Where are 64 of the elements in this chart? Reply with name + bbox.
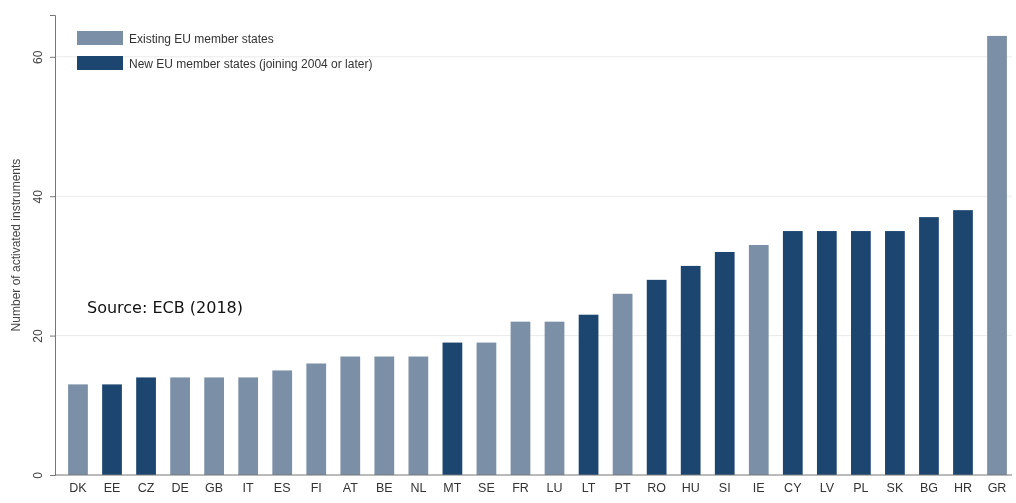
y-tick-label: 40: [30, 189, 45, 204]
x-tick-label: SI: [718, 480, 731, 495]
bar: [851, 231, 871, 475]
bar: [885, 231, 905, 475]
y-tick-label: 0: [30, 471, 45, 479]
x-tick-label: SK: [886, 480, 904, 495]
bar: [306, 363, 327, 475]
x-tick-label: AT: [342, 480, 359, 495]
x-tick-label: LV: [819, 480, 835, 495]
x-tick-label: LT: [581, 480, 596, 495]
x-tick-label: BE: [375, 480, 393, 495]
x-tick-label: NL: [410, 480, 427, 495]
x-tick-label: SE: [478, 480, 495, 495]
bar: [953, 210, 973, 475]
x-tick-label: ES: [273, 480, 291, 495]
x-tick-label: LU: [546, 480, 563, 495]
bar: [170, 377, 190, 475]
x-tick-label: IE: [752, 480, 765, 495]
x-tick-label: CZ: [137, 480, 155, 495]
x-tick-label: GR: [987, 480, 1007, 495]
bar: [748, 245, 769, 475]
bar: [612, 293, 633, 475]
bar: [68, 384, 88, 475]
bar: [136, 377, 156, 475]
bar: [816, 231, 837, 475]
bar: [102, 384, 122, 475]
bar: [238, 377, 259, 475]
y-tick-label: 60: [30, 50, 45, 64]
annotation: Source: ECB (2018): [87, 298, 243, 317]
y-tick-label: 20: [30, 329, 45, 343]
bar: [340, 356, 361, 475]
x-tick-label: FR: [512, 480, 529, 495]
x-tick-label: HR: [953, 480, 973, 495]
x-tick-label: GB: [205, 480, 224, 495]
bar: [442, 342, 463, 475]
x-tick-label: BG: [919, 480, 938, 495]
x-tick-label: MT: [443, 480, 462, 495]
x-tick-label: DK: [69, 480, 88, 495]
x-tick-label: PL: [853, 480, 869, 495]
bar: [714, 251, 735, 475]
bar: [204, 377, 224, 475]
bar: [646, 279, 667, 475]
bar: [919, 217, 939, 475]
x-tick-label: IT: [242, 480, 255, 495]
bar: [476, 342, 497, 475]
x-tick-label: RO: [647, 480, 667, 495]
x-tick-label: CY: [784, 480, 803, 495]
x-tick-label: DE: [171, 480, 189, 495]
x-tick-label: PT: [614, 480, 631, 495]
bar: [408, 356, 429, 475]
bar: [374, 356, 395, 475]
x-tick-label: FI: [310, 480, 322, 495]
bar: [987, 35, 1007, 475]
bar: [272, 370, 293, 475]
legend-label: Existing EU member states: [129, 31, 274, 46]
x-tick-label: EE: [103, 480, 121, 495]
legend-label: New EU member states (joining 2004 or later): [129, 56, 373, 71]
bar: [782, 231, 803, 475]
bar: [544, 321, 565, 475]
bar: [578, 314, 599, 475]
x-tick-label: HU: [681, 480, 700, 495]
y-axis-title: Number of activated instruments: [9, 158, 23, 332]
bar: [510, 321, 531, 475]
bar: [680, 265, 701, 475]
